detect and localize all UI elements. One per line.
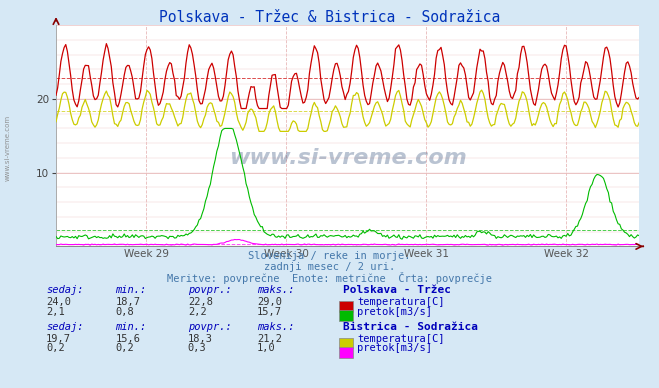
Text: min.:: min.:: [115, 285, 146, 295]
Text: 29,0: 29,0: [257, 297, 282, 307]
Text: Polskava - Tržec: Polskava - Tržec: [343, 285, 451, 295]
Text: 1,0: 1,0: [257, 343, 275, 353]
Text: 0,2: 0,2: [46, 343, 65, 353]
Text: Slovenija / reke in morje.: Slovenija / reke in morje.: [248, 251, 411, 262]
Text: maks.:: maks.:: [257, 285, 295, 295]
Text: 0,8: 0,8: [115, 307, 134, 317]
Text: www.si-vreme.com: www.si-vreme.com: [5, 114, 11, 180]
Text: zadnji mesec / 2 uri.: zadnji mesec / 2 uri.: [264, 262, 395, 272]
Text: Bistrica - Sodražica: Bistrica - Sodražica: [343, 322, 478, 332]
Text: pretok[m3/s]: pretok[m3/s]: [357, 343, 432, 353]
Text: povpr.:: povpr.:: [188, 285, 231, 295]
Text: 24,0: 24,0: [46, 297, 71, 307]
Text: 18,7: 18,7: [115, 297, 140, 307]
Text: 0,3: 0,3: [188, 343, 206, 353]
Text: sedaj:: sedaj:: [46, 285, 84, 295]
Text: min.:: min.:: [115, 322, 146, 332]
Text: 15,7: 15,7: [257, 307, 282, 317]
Text: 2,1: 2,1: [46, 307, 65, 317]
Text: temperatura[C]: temperatura[C]: [357, 334, 445, 344]
Text: pretok[m3/s]: pretok[m3/s]: [357, 307, 432, 317]
Text: 21,2: 21,2: [257, 334, 282, 344]
Text: 2,2: 2,2: [188, 307, 206, 317]
Text: 18,3: 18,3: [188, 334, 213, 344]
Text: povpr.:: povpr.:: [188, 322, 231, 332]
Text: maks.:: maks.:: [257, 322, 295, 332]
Text: 0,2: 0,2: [115, 343, 134, 353]
Text: 22,8: 22,8: [188, 297, 213, 307]
Text: 19,7: 19,7: [46, 334, 71, 344]
Text: sedaj:: sedaj:: [46, 322, 84, 332]
Text: 15,6: 15,6: [115, 334, 140, 344]
Text: temperatura[C]: temperatura[C]: [357, 297, 445, 307]
Text: Polskava - Tržec & Bistrica - Sodražica: Polskava - Tržec & Bistrica - Sodražica: [159, 10, 500, 25]
Text: www.si-vreme.com: www.si-vreme.com: [229, 148, 467, 168]
Text: Meritve: povprečne  Enote: metrične  Črta: povprečje: Meritve: povprečne Enote: metrične Črta:…: [167, 272, 492, 284]
